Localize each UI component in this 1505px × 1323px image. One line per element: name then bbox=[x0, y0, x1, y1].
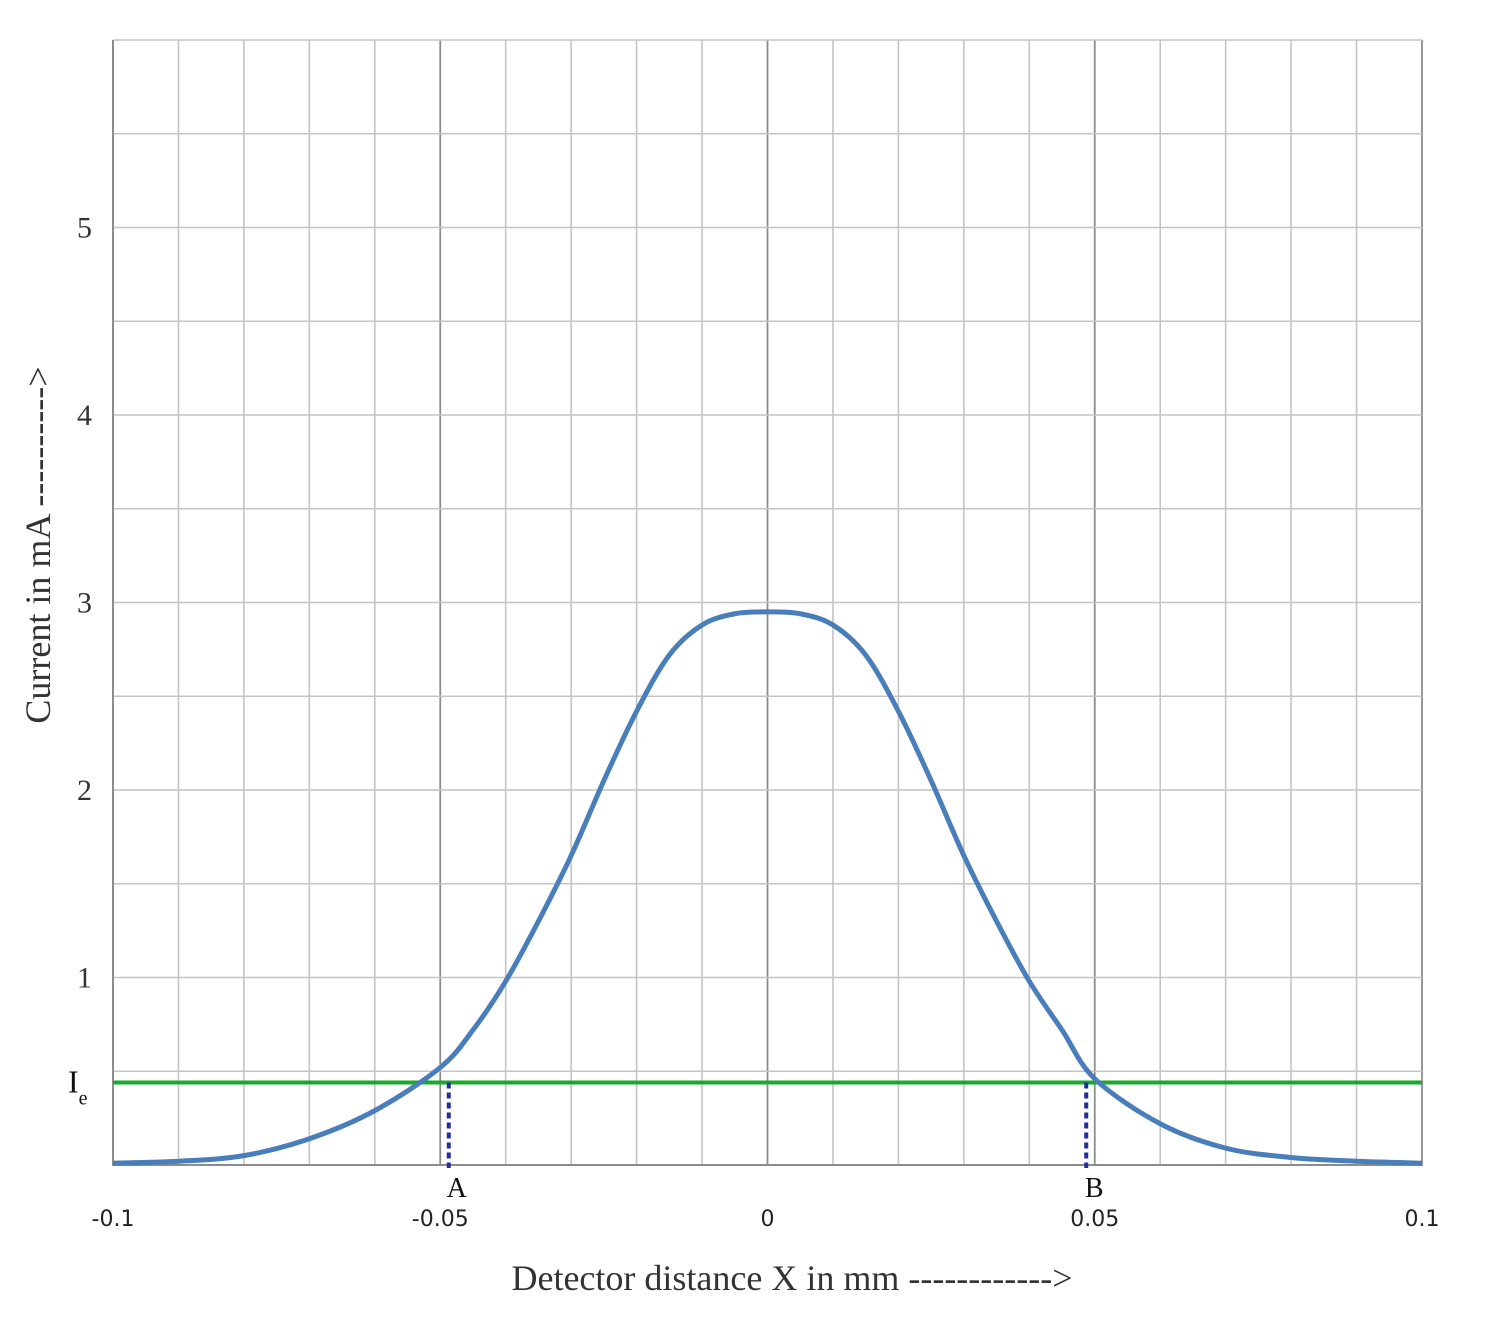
x-tick-label: -0.05 bbox=[412, 1207, 469, 1232]
x-tick-label: 0.05 bbox=[1070, 1207, 1119, 1232]
series-layer bbox=[112, 609, 1423, 1166]
y-tick-label: 3 bbox=[77, 587, 92, 620]
x-tick-label: -0.1 bbox=[92, 1207, 135, 1232]
x-axis-label: Detector distance X in mm ------------> bbox=[511, 1258, 1072, 1298]
y-tick-label: 2 bbox=[77, 774, 92, 807]
series-line-0 bbox=[112, 609, 1423, 1166]
x-tick-labels: -0.1 -0.05 0 0.05 0.1 bbox=[92, 1207, 1440, 1232]
marker-label-a: A bbox=[447, 1173, 468, 1204]
x-tick-label: 0.1 bbox=[1405, 1207, 1440, 1232]
x-tick-label: 0 bbox=[761, 1207, 775, 1232]
threshold-layer: Ie bbox=[68, 1064, 1422, 1110]
y-tick-label: 1 bbox=[77, 962, 92, 995]
grid bbox=[112, 39, 1423, 1166]
y-tick-label: 4 bbox=[77, 399, 92, 432]
marker-label-b: B bbox=[1085, 1173, 1104, 1204]
threshold-label: Ie bbox=[68, 1064, 88, 1110]
y-tick-label: 5 bbox=[77, 212, 92, 245]
y-axis-label: Current in mA ----------> bbox=[18, 366, 58, 723]
y-tick-labels: 1 2 3 4 5 bbox=[77, 212, 92, 995]
